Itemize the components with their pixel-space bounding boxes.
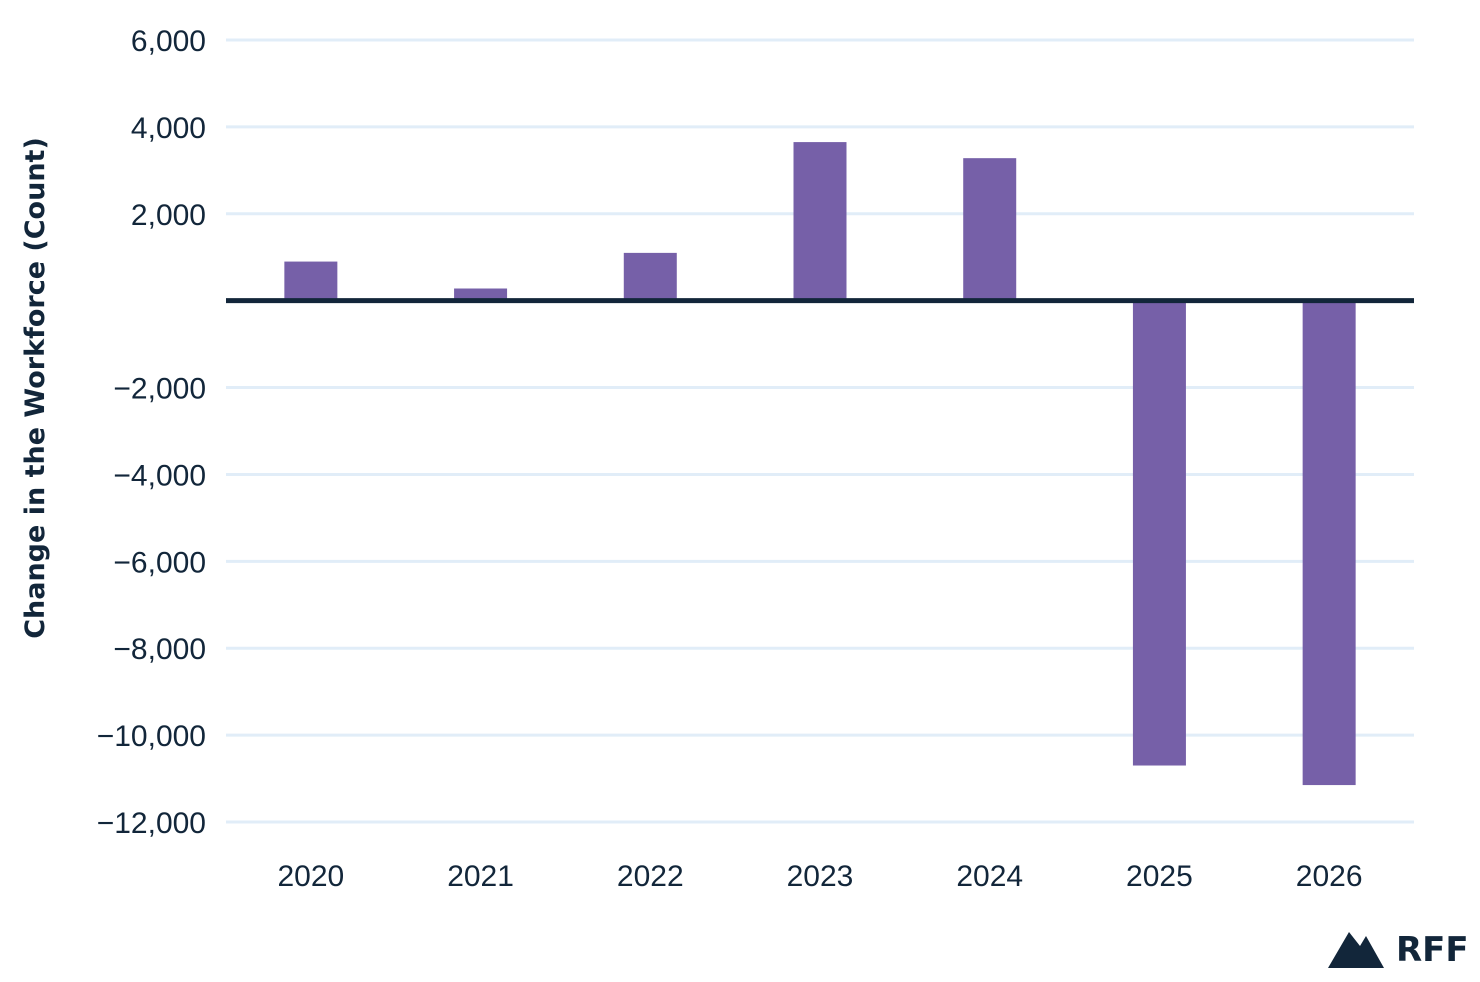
y-tick-label: 6,000	[131, 25, 206, 58]
x-tick-label: 2021	[447, 860, 514, 893]
y-tick-label: −8,000	[113, 633, 206, 666]
bar-2020	[284, 261, 338, 301]
y-tick-label: −4,000	[113, 459, 206, 492]
y-axis-title: Change in the Workforce (Count)	[20, 137, 51, 639]
bars	[284, 142, 1356, 786]
bar-2022	[623, 252, 677, 301]
y-tick-label: −2,000	[113, 373, 206, 406]
x-tick-label: 2024	[956, 860, 1023, 893]
x-tick-label: 2022	[617, 860, 684, 893]
bar-2025	[1132, 300, 1186, 766]
brand-logo: RFF	[1328, 930, 1469, 970]
gridlines	[226, 38, 1414, 824]
x-tick-label: 2026	[1296, 860, 1363, 893]
y-tick-label: 4,000	[131, 112, 206, 145]
brand-text: RFF	[1396, 930, 1469, 970]
x-tick-label: 2023	[787, 860, 854, 893]
y-tick-label: −12,000	[97, 807, 206, 840]
x-tick-label: 2025	[1126, 860, 1193, 893]
mountain-logo-icon	[1328, 932, 1384, 968]
bar-2024	[963, 158, 1017, 301]
y-axis-tick-labels: 6,000 4,000 2,000 −2,000 −4,000 −6,000 −8,000 −…	[97, 25, 206, 840]
bar-2023	[793, 142, 847, 301]
y-tick-label: 2,000	[131, 199, 206, 232]
bar-2026	[1302, 300, 1356, 786]
y-tick-label: −6,000	[113, 546, 206, 579]
x-tick-label: 2020	[277, 860, 344, 893]
x-axis-tick-labels: 2020 2021 2022 2023 2024 2025 2026	[277, 860, 1362, 893]
y-tick-label: −10,000	[97, 720, 206, 753]
bar-2021	[454, 288, 508, 301]
